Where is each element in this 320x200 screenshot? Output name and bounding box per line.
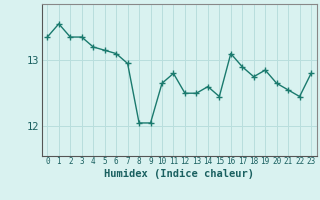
X-axis label: Humidex (Indice chaleur): Humidex (Indice chaleur) [104, 169, 254, 179]
